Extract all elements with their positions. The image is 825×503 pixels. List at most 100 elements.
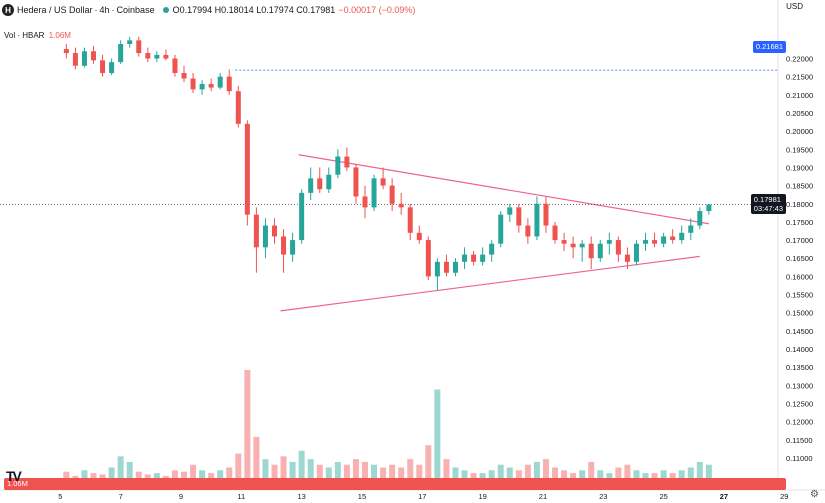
candle	[570, 236, 576, 259]
volume-bar	[434, 389, 441, 487]
volume-tag: 1.06M	[4, 478, 786, 490]
volume-bar	[343, 464, 350, 487]
candle-body	[561, 240, 567, 244]
candle-body	[91, 51, 97, 61]
candle	[633, 240, 639, 266]
candle-body	[145, 53, 151, 59]
candle	[127, 36, 133, 48]
volume-bar	[398, 467, 405, 487]
candle-body	[199, 83, 205, 90]
candle	[706, 203, 712, 215]
candle	[624, 247, 630, 270]
candle-body	[100, 60, 106, 74]
symbol-name: Hedera / US Dollar	[17, 5, 93, 15]
y-tick-label: 0.20000	[786, 127, 813, 136]
candle	[606, 232, 612, 255]
change-value: −0.00017 (−0.09%)	[338, 5, 416, 15]
candle	[543, 196, 549, 233]
candle-body	[489, 243, 495, 255]
candle-body	[615, 240, 621, 255]
volume-bar	[126, 461, 133, 487]
volume-legend[interactable]: Vol · HBAR 1.06M	[4, 31, 71, 40]
volume-bar	[253, 436, 260, 487]
x-tick-label: 15	[358, 492, 366, 501]
volume-bar	[542, 459, 549, 487]
volume-label: Vol · HBAR	[4, 31, 45, 40]
x-tick-label: 7	[119, 492, 123, 501]
high-value: H0.18014	[214, 5, 254, 15]
market-status-icon	[162, 7, 169, 13]
settings-gear-icon[interactable]: ⚙	[810, 489, 819, 500]
candle	[398, 192, 404, 215]
candle-body	[425, 240, 431, 277]
candle	[688, 218, 694, 241]
candle-body	[443, 261, 449, 273]
candle-body	[217, 76, 223, 88]
volume-bar	[117, 456, 124, 487]
candle-body	[253, 214, 259, 248]
candle-body	[579, 243, 585, 248]
volume-bar	[533, 461, 540, 487]
volume-bar	[552, 467, 559, 487]
candle-body	[480, 254, 486, 262]
volume-bar	[108, 467, 115, 487]
candle-body	[208, 83, 214, 88]
candle	[489, 240, 495, 262]
candle-body	[317, 178, 323, 190]
volume-bar	[244, 370, 251, 487]
candle-body	[643, 240, 649, 244]
y-tick-label: 0.17500	[786, 218, 813, 227]
candle	[462, 247, 468, 270]
candle-body	[244, 123, 250, 215]
candle	[416, 225, 422, 244]
candle	[670, 229, 676, 244]
candle-body	[127, 40, 133, 44]
candle-body	[498, 214, 504, 244]
bar-countdown: 03:47:43	[753, 204, 783, 213]
candle-body	[670, 236, 676, 241]
candle-body	[597, 243, 603, 259]
x-tick-label: 29	[780, 492, 788, 501]
level-price-tag: 0.21681	[752, 41, 786, 53]
y-tick-label: 0.15500	[786, 291, 813, 300]
candles	[63, 36, 712, 291]
time-axis: 5 7 9 11 13 15 17 19 21 23 25 27 29	[0, 489, 825, 501]
y-tick-label: 0.18000	[786, 200, 813, 209]
candle-body	[416, 232, 422, 241]
candle-body	[63, 49, 69, 54]
y-tick-label: 0.22000	[786, 55, 813, 64]
volume-bar	[452, 467, 459, 487]
candle	[679, 225, 685, 244]
x-tick-label: 19	[478, 492, 486, 501]
candle-body	[606, 240, 612, 244]
interval: 4h	[99, 5, 110, 15]
symbol-header[interactable]: H Hedera / US Dollar · 4h · Coinbase O0.…	[2, 2, 415, 18]
candle	[136, 36, 142, 57]
y-tick-label: 0.12000	[786, 418, 813, 427]
close-value: C0.17981	[296, 5, 336, 15]
candle-body	[109, 62, 115, 74]
tradingview-logo-icon[interactable]: TV	[6, 468, 22, 484]
y-tick-label: 0.13000	[786, 381, 813, 390]
volume-bar	[316, 464, 323, 487]
low-value: L0.17974	[256, 5, 294, 15]
x-tick-label: 21	[539, 492, 547, 501]
volume-bar	[696, 461, 703, 487]
currency-label[interactable]: USD	[786, 2, 803, 11]
volume-bar	[334, 461, 341, 487]
candle-body	[661, 236, 667, 244]
candle	[697, 207, 703, 230]
candle-body	[262, 225, 268, 248]
candle	[407, 203, 413, 241]
volume-bar	[380, 467, 387, 487]
x-tick-label: 5	[58, 492, 62, 501]
candle	[208, 78, 214, 92]
candle	[154, 51, 160, 63]
trendlines	[0, 69, 778, 312]
volume-bar	[497, 464, 504, 487]
open-value: O0.17994	[172, 5, 213, 15]
y-tick-label: 0.21500	[786, 73, 813, 82]
candle-body	[462, 254, 468, 262]
candle	[118, 40, 124, 64]
